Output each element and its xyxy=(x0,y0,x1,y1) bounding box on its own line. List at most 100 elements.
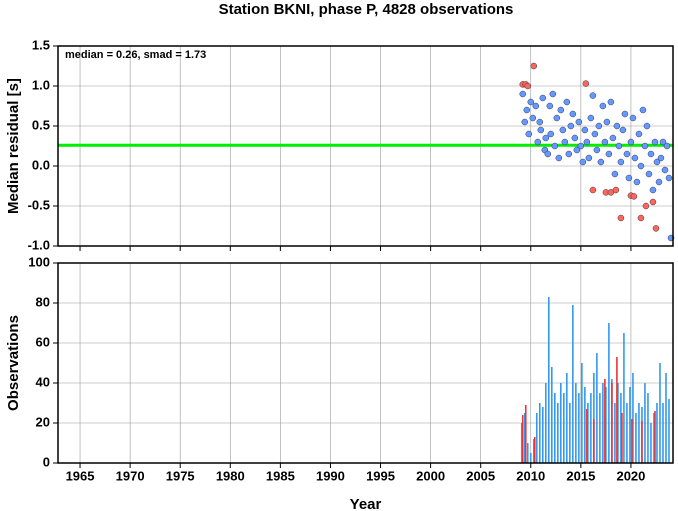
point xyxy=(563,98,571,106)
point xyxy=(630,193,638,200)
point xyxy=(527,98,535,106)
plot-frame xyxy=(57,262,674,464)
x-tick-label: 1975 xyxy=(166,468,195,483)
point xyxy=(663,142,671,150)
point xyxy=(617,214,625,222)
y-tick-label: 0 xyxy=(43,454,50,469)
point xyxy=(579,158,587,166)
point xyxy=(585,154,593,162)
point xyxy=(525,130,533,138)
y-tick-label: 40 xyxy=(36,374,50,389)
point xyxy=(555,154,563,162)
point xyxy=(547,130,555,138)
point xyxy=(612,186,620,194)
bar xyxy=(593,419,595,463)
y-tick-label: -1.0 xyxy=(28,237,50,252)
point xyxy=(647,150,655,158)
point xyxy=(549,90,557,98)
point xyxy=(615,142,623,150)
point xyxy=(581,126,589,134)
bar xyxy=(621,413,623,463)
point xyxy=(649,198,657,206)
bar xyxy=(617,383,619,463)
point xyxy=(621,110,629,118)
bar xyxy=(581,363,583,463)
bar xyxy=(586,409,588,463)
point xyxy=(623,150,631,158)
bar xyxy=(644,383,646,463)
bar xyxy=(623,333,625,463)
bar xyxy=(656,403,658,463)
x-tick-label: 1995 xyxy=(366,468,395,483)
y-axis-label: Observations xyxy=(5,315,22,411)
bar xyxy=(614,403,616,463)
bar xyxy=(529,453,532,463)
x-tick-label: 2010 xyxy=(516,468,545,483)
point xyxy=(603,118,611,126)
point xyxy=(609,134,617,142)
point xyxy=(587,114,595,122)
bar xyxy=(560,383,562,463)
x-tick-label: 1980 xyxy=(216,468,245,483)
bar xyxy=(532,439,535,463)
bar xyxy=(533,437,536,463)
bar xyxy=(659,363,661,463)
point xyxy=(629,114,637,122)
bar xyxy=(629,387,631,463)
x-tick-label: 1965 xyxy=(66,468,95,483)
y-tick-label: 1.5 xyxy=(32,37,50,52)
point xyxy=(653,158,661,166)
point xyxy=(619,126,627,134)
point xyxy=(633,178,641,186)
point xyxy=(542,134,550,142)
point xyxy=(595,122,603,130)
point xyxy=(589,186,597,194)
point xyxy=(642,202,650,210)
bar xyxy=(631,419,633,463)
y-tick-label: 100 xyxy=(28,254,50,269)
bar xyxy=(599,393,601,463)
point xyxy=(519,90,527,98)
point xyxy=(553,114,561,122)
point xyxy=(665,174,673,182)
y-tick-label: 80 xyxy=(36,294,50,309)
point xyxy=(639,106,647,114)
point xyxy=(589,92,597,99)
bar xyxy=(563,393,565,463)
point xyxy=(657,154,665,162)
bar xyxy=(654,411,656,463)
bar xyxy=(523,413,526,463)
point xyxy=(649,186,657,194)
bar xyxy=(602,383,604,463)
point xyxy=(521,118,529,126)
bar xyxy=(547,297,550,463)
bar xyxy=(668,399,670,463)
chart-title: Station BKNI, phase P, 4828 observations xyxy=(219,1,514,18)
point xyxy=(617,158,625,166)
point xyxy=(534,138,542,146)
bar xyxy=(647,393,649,463)
point xyxy=(557,106,565,114)
x-tick-label: 2020 xyxy=(616,468,645,483)
bar xyxy=(641,421,643,463)
point xyxy=(652,225,660,232)
point xyxy=(593,146,601,154)
y-tick-label: 0.0 xyxy=(32,157,50,172)
point xyxy=(536,118,544,126)
bar xyxy=(620,393,622,463)
x-tick-label: 1985 xyxy=(266,468,295,483)
point xyxy=(524,82,532,90)
point xyxy=(546,102,554,110)
point xyxy=(582,80,590,87)
x-tick-label: 1990 xyxy=(316,468,345,483)
bar xyxy=(653,413,655,463)
bar xyxy=(635,413,637,463)
x-tick-label: 1970 xyxy=(116,468,145,483)
y-axis-label: Median residual [s] xyxy=(5,78,22,214)
point xyxy=(605,150,613,158)
point xyxy=(597,158,605,166)
point xyxy=(637,162,645,170)
point xyxy=(655,178,663,186)
point xyxy=(567,122,575,130)
